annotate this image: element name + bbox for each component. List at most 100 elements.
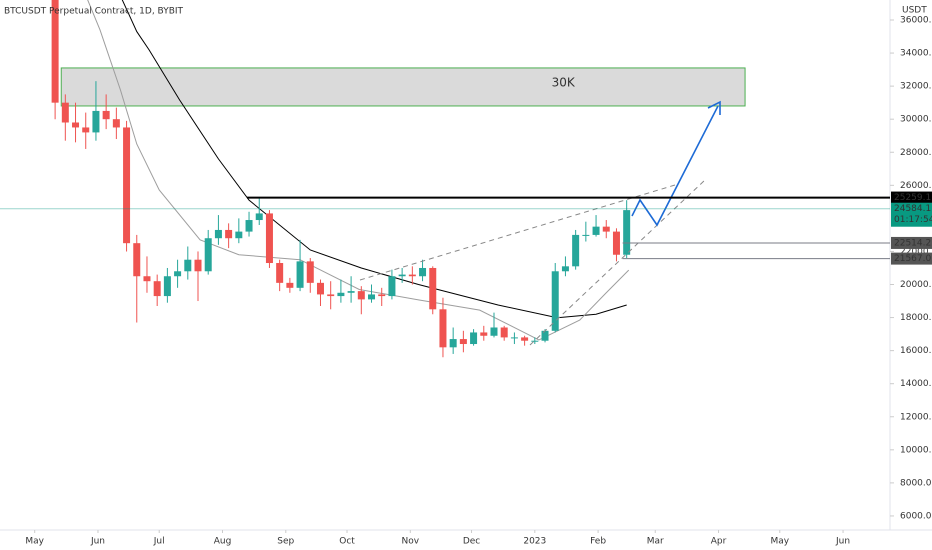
candle-body [541, 330, 549, 341]
x-tick-label: Oct [339, 537, 355, 547]
last-price-label: 24584.1 [894, 204, 931, 214]
candle-body [153, 281, 161, 297]
candle-body [429, 267, 437, 310]
y-tick-label: 16000.0 [900, 346, 932, 356]
x-tick-label: Dec [463, 537, 480, 547]
last-price-tag [891, 202, 932, 227]
y-tick-label: 34000.0 [900, 49, 932, 59]
candle-body [500, 327, 508, 338]
chart-title: BTCUSDT Perpetual Contract, 1D, BYBIT [4, 7, 184, 17]
y-tick-label: 32000.0 [900, 82, 932, 92]
x-tick-label: Feb [590, 537, 606, 547]
candle-body [459, 339, 467, 345]
y-tick-label: 12000.0 [900, 412, 932, 422]
candle-body [316, 282, 324, 295]
candle-body [51, 0, 59, 103]
candle-body [357, 291, 365, 300]
candle-body [449, 339, 457, 348]
level-tag [891, 191, 932, 204]
candle-body [602, 226, 610, 232]
zone-label: 30K [552, 75, 576, 89]
candle-body [286, 282, 294, 288]
arrow-head [707, 100, 721, 115]
candle-body [102, 110, 110, 120]
candle-body [235, 231, 243, 239]
candle-body [388, 276, 396, 297]
y-tick-label: 14000.0 [900, 379, 932, 389]
channel-upper [359, 184, 676, 281]
zone-box [60, 67, 746, 107]
y-tick-label: 36000.0 [900, 16, 932, 26]
candle-body [92, 110, 100, 133]
x-tick-label: Sep [277, 537, 294, 547]
x-tick-label: Aug [214, 537, 232, 547]
y-tick-label: 30000.0 [900, 115, 932, 125]
candle-body [561, 266, 569, 272]
candle-body [72, 122, 80, 128]
candle-body [572, 234, 580, 267]
y-tick-label: 18000.0 [900, 313, 932, 323]
x-tick-label: May [25, 537, 44, 547]
y-tick-label: 28000.0 [900, 148, 932, 158]
y-tick-label: 26000.0 [900, 181, 932, 191]
moving-average [121, 0, 627, 319]
candle-body [398, 274, 406, 277]
candle-body [245, 220, 253, 232]
candle-body [419, 267, 427, 277]
candle-body [214, 229, 222, 239]
candle-body [61, 102, 69, 123]
y-tick-label: 20000.0 [900, 280, 932, 290]
y-tick-label: 22000.0 [900, 247, 932, 257]
candle-body [490, 327, 498, 336]
countdown: 01:17:54 [894, 215, 932, 225]
candle-body [225, 229, 233, 239]
level-label: 21567.0 [894, 254, 931, 264]
x-tick-label: 2023 [523, 537, 546, 547]
candle-body [470, 332, 478, 345]
candle-body [143, 276, 151, 282]
x-tick-label: May [770, 537, 789, 547]
candle-body [296, 261, 304, 288]
candle-body [174, 271, 182, 277]
candle-body [306, 261, 314, 283]
x-tick-label: Mar [647, 537, 664, 547]
candle-body [204, 238, 212, 272]
candle-body [551, 271, 559, 331]
x-tick-label: Apr [711, 537, 727, 547]
candle-body [408, 274, 416, 277]
candle-body [112, 119, 120, 128]
candle-body [378, 294, 386, 297]
x-tick-label: Jun [835, 537, 850, 547]
projection-arrow [631, 105, 719, 227]
candle-body [612, 231, 620, 255]
candle-body [592, 226, 600, 235]
level-tag [891, 236, 932, 249]
candle-body [623, 210, 631, 255]
level-tag [891, 252, 932, 265]
candle-body [123, 127, 131, 244]
candle-body [337, 292, 345, 297]
x-tick-label: Jul [153, 537, 165, 547]
y-tick-label: 10000.0 [900, 445, 932, 455]
candle-body [510, 337, 518, 339]
drawings [359, 100, 721, 346]
y-tick-label: 8000.0 [900, 478, 932, 488]
x-tick-label: Jun [90, 537, 105, 547]
y-tick-label: 6000.0 [900, 511, 932, 521]
candle-body [521, 337, 529, 341]
candle-body [82, 127, 90, 133]
candle-body [133, 243, 141, 277]
candle-body [439, 309, 447, 348]
candle-body [480, 332, 488, 336]
candle-body [276, 263, 284, 283]
candle-body [531, 340, 539, 342]
candle-body [327, 294, 335, 297]
candle-body [163, 276, 171, 297]
plot-area: 30K [51, 0, 746, 358]
candle-body [582, 234, 590, 236]
channel-lower [529, 179, 706, 346]
x-tick-label: Nov [402, 537, 420, 547]
candle-body [184, 259, 192, 272]
